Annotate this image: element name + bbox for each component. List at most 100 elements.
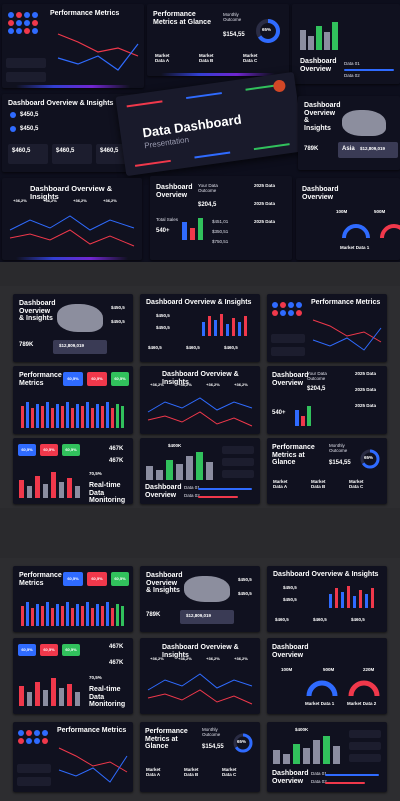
outcome-label: Monthly Outcome: [223, 12, 242, 22]
data-2025-c: 2025 Data: [355, 403, 377, 408]
bar: [182, 222, 187, 240]
bar: [332, 22, 338, 50]
slide-performance-metrics: Performance Metrics: [267, 294, 387, 362]
dot-icon: [42, 738, 48, 744]
outcome-label: Monthly Outcome: [202, 727, 221, 737]
value-450: $450,5: [156, 313, 170, 318]
value-400k: $400K: [295, 727, 309, 732]
value-460-c: $460,5: [100, 148, 119, 154]
slide-title: Real-time Data Monitoring: [89, 482, 126, 504]
dot-icon: [272, 310, 278, 316]
slide-glance: Performance Metrics at Glance Monthly Ou…: [140, 722, 260, 792]
outcome-value: $204,5: [198, 202, 217, 208]
slide-overview-bars: $400K Dashboard Overview Data 01 Data 02: [140, 438, 260, 504]
asia-label: $12,809,019: [186, 613, 212, 618]
value-467k-b: 467K: [109, 660, 124, 666]
stat-pill: 60,5%: [18, 444, 36, 456]
value-789k: 789K: [146, 612, 161, 618]
dot-icon: [34, 738, 40, 744]
value-460-b: $460,5: [56, 148, 75, 154]
percent-ring: [256, 19, 280, 43]
value-789k: 789K: [19, 342, 34, 348]
stat-pill: 60,5%: [87, 372, 107, 386]
dot-icon: [16, 28, 22, 34]
chart-icon: [10, 126, 16, 132]
stat-pill: +36,2%: [103, 198, 117, 203]
slide-title: Dashboard Overview: [300, 58, 337, 73]
value-100m: 100M: [281, 667, 293, 672]
slide-title: Dashboard Overview & Insights: [146, 299, 252, 306]
sales-value: 540+: [272, 410, 286, 416]
slide-map-right: Dashboard Overview & Insights 789K Asia …: [298, 96, 400, 170]
data-02-label: Data 02: [184, 493, 200, 498]
bar: [301, 416, 305, 426]
dot-icon: [26, 730, 32, 736]
dot-icon: [24, 12, 30, 18]
slide-overview-lines: Dashboard Overview & Insights +36,2% +36…: [140, 638, 260, 714]
data-2025: 2025 Data: [355, 371, 377, 376]
value-500m: 500M: [374, 209, 386, 214]
market-c: Market Data C: [349, 479, 364, 489]
slide-title: Dashboard Overview & Insights: [162, 644, 239, 659]
stat-pill: +36,2%: [234, 382, 248, 387]
value-460-b: $460,5: [186, 345, 200, 350]
hero-title-card: Data Dashboard Presentation: [115, 71, 305, 177]
slide-title: Performance Metrics: [19, 372, 62, 387]
outcome-value: $154,55: [329, 460, 351, 466]
value-450: $450,5: [20, 112, 39, 118]
progress-bar: [325, 774, 379, 776]
avatar-card: [222, 458, 254, 466]
value-460: $460,5: [275, 617, 289, 622]
dot-icon: [42, 730, 48, 736]
asia-card: [338, 142, 398, 158]
outcome-value: $154,55: [223, 32, 245, 38]
slide-title: Dashboard Overview: [272, 372, 309, 387]
slide-title: Performance Metrics at Glance: [153, 11, 211, 26]
bar-chart: [19, 472, 80, 498]
stat-pill: +36,2%: [178, 656, 192, 661]
data-2025-c: 2025 Data: [254, 219, 276, 224]
data-2025-b: 2025 Data: [355, 387, 377, 392]
bar: [307, 406, 311, 426]
value-460-c: $460,5: [351, 617, 365, 622]
bar: [198, 218, 203, 240]
avatar-card: [271, 334, 305, 343]
slide-map: Dashboard Overview & Insights $450,5 $45…: [13, 294, 133, 362]
slide-performance-metrics: Performance Metrics: [13, 722, 133, 792]
percent-ring: [233, 733, 253, 753]
dot-icon: [24, 20, 30, 26]
progress-bar: [344, 69, 394, 71]
stat-pill: 60,5%: [63, 372, 83, 386]
slide-grid-2: Performance Metrics 60,5% 60,5% 60,5% Da…: [0, 558, 400, 801]
slide-title: Dashboard Overview & Insights: [146, 572, 183, 595]
slide-overview-insights: Dashboard Overview & Insights $450,5 $45…: [140, 294, 260, 362]
asia-card: [180, 610, 234, 624]
slide-glance: Performance Metrics at Glance Monthly Ou…: [267, 438, 387, 504]
value-70: 70,5%: [89, 675, 102, 680]
slide-overview-lines: Dashboard Overview & Insights +36,2% +36…: [140, 366, 260, 434]
value-789k: 789K: [304, 146, 319, 152]
bar: [190, 228, 195, 240]
slide-title: Performance Metrics: [50, 10, 120, 17]
bar-chart: [329, 586, 374, 608]
slide-title: Performance Metrics: [19, 572, 62, 587]
percent-label: 65%: [262, 27, 272, 32]
dot-icon: [296, 302, 302, 308]
asia-label: $12,809,019: [59, 343, 85, 348]
stat-pill: +36,2%: [73, 198, 87, 203]
dot-icon: [280, 310, 286, 316]
data-2025-b: 2025 Data: [254, 201, 276, 206]
bar-chart: [202, 314, 247, 336]
dot-icon: [32, 20, 38, 26]
progress-bar: [325, 782, 365, 784]
dot-icon: [8, 20, 14, 26]
dot-icon: [32, 28, 38, 34]
outcome-label: Your Data Outcome: [198, 183, 218, 193]
value-450-b: $450,5: [283, 597, 297, 602]
lock-icon: [10, 112, 16, 118]
slide-title: Performance Metrics at Glance: [145, 728, 188, 751]
stat-card: [52, 144, 92, 164]
stat-pill: +36,2%: [234, 656, 248, 661]
gauge-chart: [306, 680, 338, 697]
powerpoint-icon: [272, 79, 287, 93]
